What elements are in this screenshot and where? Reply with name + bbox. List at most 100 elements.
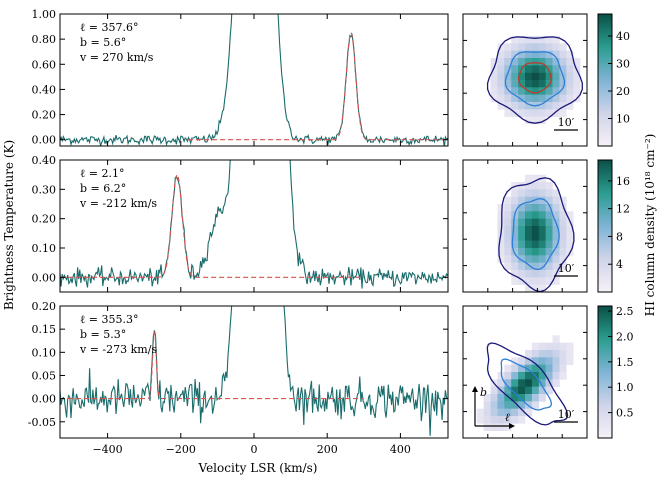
map-pixel <box>559 65 567 73</box>
map-pixel <box>525 218 533 227</box>
map-pixel <box>559 248 567 256</box>
map-pixel <box>504 262 512 271</box>
map-pixel <box>511 255 519 263</box>
map-pixel <box>525 364 533 373</box>
map-pixel <box>504 94 512 103</box>
colorbar-tick-label: 1.5 <box>616 356 634 369</box>
map-pixel <box>545 248 553 256</box>
map-pixel <box>518 87 526 95</box>
x-tick-label: −200 <box>166 443 196 456</box>
map-pixel <box>538 102 546 110</box>
map-pixel <box>559 218 567 227</box>
map-pixel <box>518 394 526 402</box>
colorbar-tick-label: 2.0 <box>616 330 634 343</box>
map-pixel <box>531 204 540 212</box>
map-pixel <box>511 277 519 285</box>
map-pixel <box>538 394 546 402</box>
map-pixel <box>490 94 498 103</box>
map-pixel <box>504 386 512 395</box>
map-pixel <box>538 65 546 73</box>
map-pixel <box>552 196 560 205</box>
map-pixel <box>518 196 526 205</box>
map-pixel <box>545 372 553 380</box>
map-pixel <box>497 401 505 409</box>
map-pixel <box>531 364 540 373</box>
map-pixel <box>497 102 505 110</box>
colorbar-gradient <box>597 305 613 439</box>
y-tick-label: 0.05 <box>32 369 57 382</box>
map-pixel <box>538 284 546 293</box>
map-pixel <box>559 94 567 103</box>
map-pixel <box>511 182 519 190</box>
map-pixel <box>552 240 560 249</box>
map-pixel <box>559 255 567 263</box>
map-pixel <box>525 240 533 249</box>
map-pixel <box>552 43 560 51</box>
y-tick-label: 0.60 <box>32 58 57 71</box>
map-pixel <box>497 94 505 103</box>
map-pixel <box>566 102 574 110</box>
map-pixel <box>538 248 546 256</box>
map-pixel <box>531 65 540 73</box>
map-pixel <box>518 379 526 387</box>
map-pixel <box>518 218 526 227</box>
map-pixel <box>504 80 512 88</box>
map-pixel <box>538 379 546 387</box>
map-pixel <box>559 109 567 117</box>
annotation-v: v = -212 km/s <box>79 197 157 210</box>
map-pixel <box>531 240 540 249</box>
map-pixel <box>511 65 519 73</box>
map-pixel <box>531 109 540 117</box>
map-pixel <box>531 116 540 125</box>
colorbar-gradient <box>597 159 613 293</box>
map-pixel <box>545 50 553 59</box>
map-pixel <box>573 72 581 81</box>
contour-outer <box>486 342 569 426</box>
map-pixel <box>545 364 553 373</box>
y-tick-label: 0.00 <box>32 134 57 147</box>
map-pixel <box>518 255 526 263</box>
map-pixel <box>531 50 540 59</box>
colorbar-1: 10 20 30 40 <box>597 13 630 147</box>
map-panel-2: 10′ <box>462 159 588 293</box>
map-pixel <box>531 350 540 358</box>
map-pixel <box>573 58 581 66</box>
map-pixel <box>552 50 560 59</box>
map-pixel <box>518 189 526 197</box>
map-pixel <box>504 233 512 241</box>
x-axis-label: Velocity LSR (km/s) <box>198 461 318 475</box>
map-pixel <box>552 65 560 73</box>
colorbar-gradient <box>597 13 613 147</box>
scale-bar-label: 10′ <box>558 116 575 129</box>
map-pixel <box>559 58 567 66</box>
map-pixel <box>538 204 546 212</box>
map-pixel <box>525 50 533 59</box>
map-pixel <box>504 248 512 256</box>
map-pixel <box>511 204 519 212</box>
map-pixel <box>504 379 512 387</box>
map-pixel <box>566 226 574 234</box>
map-pixel <box>566 72 574 81</box>
map-pixel <box>545 87 553 95</box>
map-pixel <box>531 94 540 103</box>
map-pixel <box>518 58 526 66</box>
map-pixel <box>531 386 540 395</box>
map-pixel <box>531 174 540 183</box>
map-pixel <box>531 270 540 278</box>
map-pixel <box>531 357 540 365</box>
map-pixel <box>497 50 505 59</box>
map-pixel <box>531 211 540 219</box>
map-pixel <box>525 182 533 190</box>
map-pixel <box>545 58 553 66</box>
map-pixel <box>525 248 533 256</box>
map-pixel <box>545 204 553 212</box>
annotation-b: b = 5.6° <box>80 36 126 49</box>
map-pixel <box>497 58 505 66</box>
map-pixel <box>552 204 560 212</box>
map-pixel <box>518 204 526 212</box>
map-pixel <box>525 277 533 285</box>
map-pixel <box>552 364 560 373</box>
map-pixel <box>490 65 498 73</box>
map-pixel <box>559 80 567 88</box>
map-pixel <box>504 364 512 373</box>
